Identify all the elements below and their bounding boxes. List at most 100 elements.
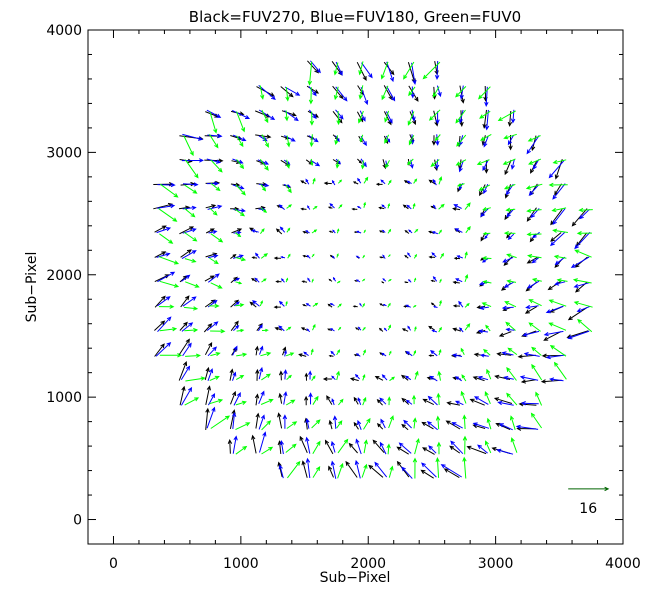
arrow-fuv0 — [311, 419, 321, 429]
arrow-fuv180 — [354, 373, 360, 380]
arrow-fuv270 — [281, 110, 297, 117]
arrow-fuv270 — [452, 304, 461, 308]
arrow-fuv270 — [452, 327, 462, 332]
arrow-fuv0 — [552, 159, 567, 165]
arrow-fuv270 — [378, 327, 384, 332]
arrow-fuv180 — [181, 274, 191, 282]
arrow-fuv270 — [178, 361, 188, 381]
arrow-fuv270 — [154, 225, 167, 233]
arrow-fuv0 — [387, 396, 392, 406]
arrow-fuv270 — [381, 281, 385, 284]
arrow-fuv0 — [338, 204, 343, 209]
arrow-fuv0 — [362, 349, 366, 356]
arrow-fuv270 — [275, 228, 283, 235]
arrow-fuv270 — [154, 274, 170, 283]
arrow-fuv180 — [382, 254, 386, 259]
arrow-fuv180 — [329, 303, 335, 307]
arrow-fuv180 — [380, 418, 386, 429]
arrow-fuv270 — [179, 385, 186, 406]
arrow-fuv0 — [159, 280, 180, 288]
arrow-fuv0 — [510, 437, 518, 453]
arrow-fuv0 — [428, 109, 441, 121]
arrow-fuv270 — [375, 182, 383, 186]
arrow-fuv0 — [310, 348, 314, 355]
arrow-fuv180 — [308, 392, 313, 405]
arrow-fuv180 — [283, 369, 288, 380]
arrow-fuv0 — [235, 400, 247, 406]
arrow-fuv0 — [528, 322, 541, 332]
arrow-fuv0 — [432, 86, 440, 98]
x-axis-label: Sub−Pixel — [320, 570, 391, 586]
arrow-fuv180 — [233, 230, 242, 235]
arrow-fuv0 — [387, 324, 391, 331]
arrow-fuv0 — [482, 207, 491, 211]
arrow-fuv0 — [333, 86, 339, 101]
arrow-fuv0 — [312, 177, 316, 185]
arrow-fuv180 — [570, 256, 590, 268]
y-tick-label: 4000 — [46, 23, 82, 39]
arrow-fuv0 — [209, 398, 224, 405]
arrow-fuv180 — [207, 273, 220, 283]
arrow-fuv180 — [430, 349, 438, 357]
arrow-fuv180 — [405, 350, 413, 357]
arrow-fuv180 — [305, 303, 311, 307]
arrow-fuv180 — [305, 436, 311, 454]
arrow-fuv0 — [439, 278, 442, 283]
arrow-fuv270 — [299, 435, 308, 454]
arrow-fuv180 — [432, 178, 437, 186]
arrow-fuv0 — [505, 207, 516, 212]
arrow-fuv0 — [285, 86, 290, 102]
arrow-fuv270 — [179, 275, 188, 283]
arrow-fuv270 — [251, 256, 258, 260]
arrow-fuv0 — [184, 184, 198, 194]
arrow-fuv0 — [412, 305, 417, 308]
arrow-fuv270 — [571, 208, 588, 227]
arrow-fuv0 — [261, 328, 269, 332]
arrow-fuv180 — [258, 390, 265, 404]
arrow-fuv270 — [332, 85, 344, 100]
arrow-fuv0 — [506, 253, 517, 259]
arrow-fuv180 — [454, 376, 462, 382]
arrow-fuv270 — [302, 304, 307, 307]
arrow-fuv180 — [407, 252, 411, 258]
arrow-fuv270 — [547, 280, 562, 291]
arrow-fuv270 — [401, 397, 410, 405]
arrow-fuv270 — [445, 420, 461, 430]
arrow-fuv270 — [469, 398, 485, 406]
arrow-fuv0 — [286, 204, 293, 209]
arrow-fuv180 — [307, 205, 311, 210]
arrow-fuv0 — [434, 134, 441, 142]
arrow-fuv0 — [438, 349, 442, 356]
arrow-fuv180 — [510, 158, 515, 170]
arrow-fuv180 — [383, 327, 388, 332]
arrow-fuv270 — [323, 181, 332, 186]
arrow-fuv180 — [259, 431, 267, 453]
arrow-fuv180 — [408, 229, 413, 234]
arrow-fuv0 — [380, 61, 389, 80]
arrow-fuv180 — [182, 342, 192, 357]
arrow-fuv180 — [407, 325, 412, 331]
arrow-fuv270 — [353, 354, 359, 357]
arrow-fuv180 — [550, 232, 565, 247]
arrow-fuv0 — [310, 158, 314, 167]
arrow-fuv180 — [503, 375, 514, 381]
arrow-fuv180 — [278, 464, 284, 479]
arrow-fuv0 — [482, 280, 492, 284]
arrow-fuv180 — [435, 111, 440, 125]
arrow-fuv180 — [532, 159, 540, 170]
arrow-fuv0 — [209, 303, 220, 309]
arrow-fuv270 — [378, 230, 384, 233]
arrow-fuv0 — [184, 327, 199, 333]
arrow-fuv270 — [354, 280, 358, 282]
arrow-fuv0 — [464, 323, 471, 331]
arrow-fuv270 — [421, 447, 435, 455]
arrow-fuv180 — [283, 391, 288, 405]
arrow-fuv270 — [452, 280, 460, 285]
arrow-fuv180 — [405, 304, 411, 308]
arrow-fuv270 — [205, 407, 210, 430]
arrow-fuv180 — [459, 327, 464, 333]
arrow-fuv0 — [183, 306, 199, 311]
arrow-fuv180 — [459, 85, 464, 100]
arrow-fuv270 — [446, 401, 460, 406]
arrow-fuv180 — [284, 86, 301, 96]
